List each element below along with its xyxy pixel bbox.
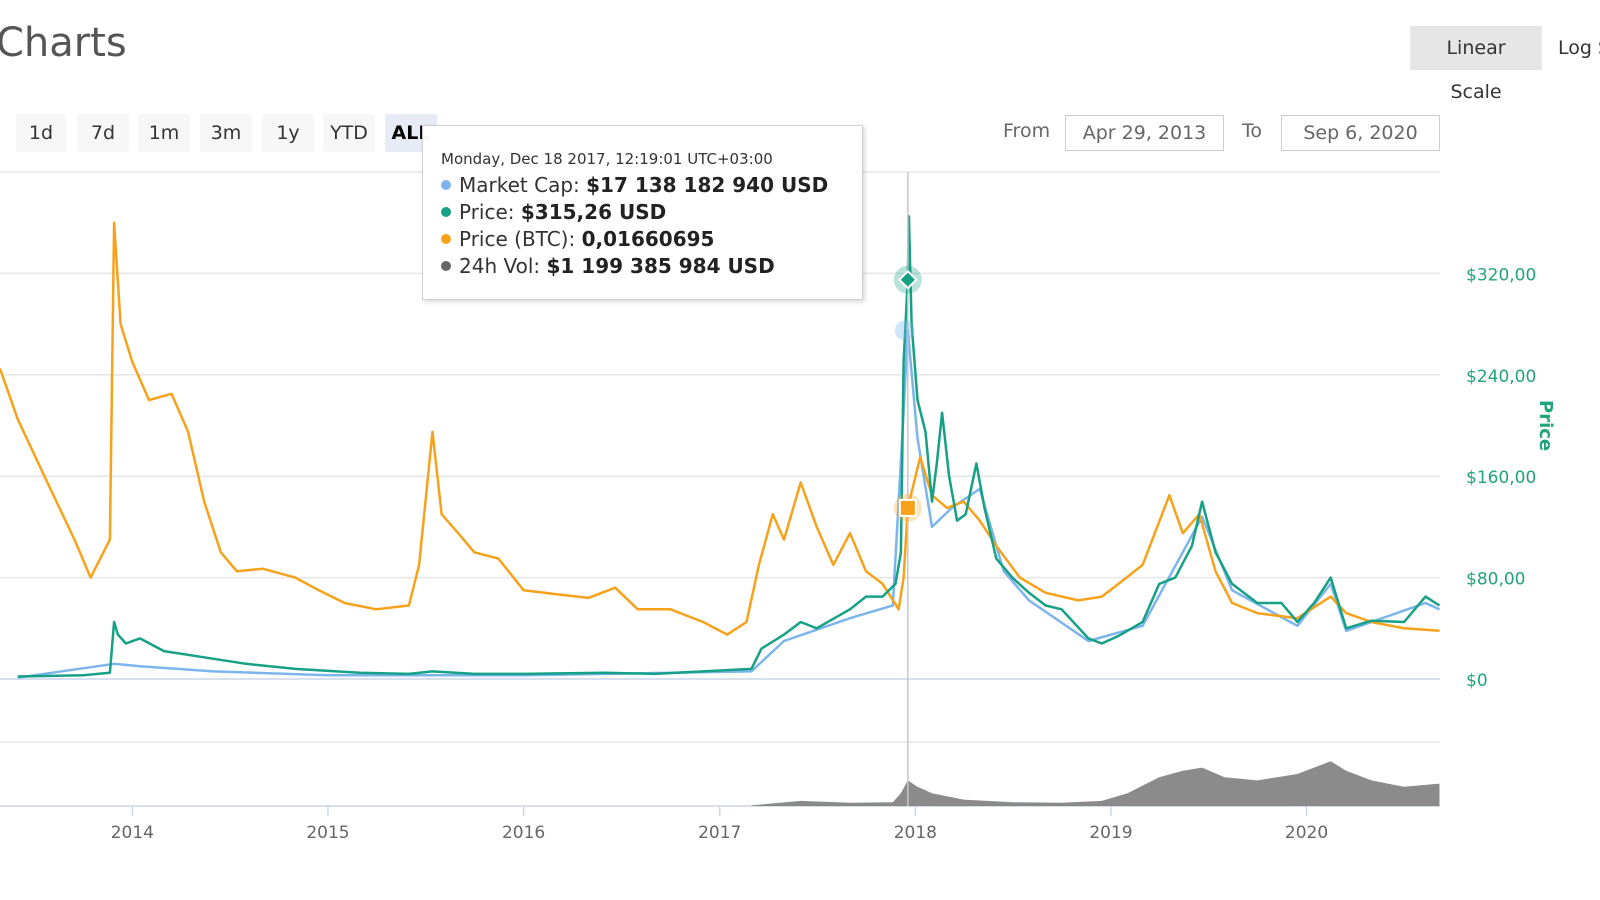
price-series-line — [17, 215, 1441, 678]
page-title: Charts — [0, 20, 127, 66]
y-tick-label: $0 — [1466, 671, 1488, 691]
from-label: From — [1003, 120, 1051, 142]
tooltip-row-price: Price: $315,26 USD — [441, 199, 862, 226]
price-hover-marker — [897, 269, 918, 290]
volume-dot-icon — [441, 260, 451, 271]
x-tick-label: 2014 — [111, 823, 154, 843]
tooltip-label: Market Cap: — [459, 173, 580, 197]
range-1m-button[interactable]: 1m — [138, 114, 190, 152]
log-scale-button[interactable]: Log Scale — [1558, 37, 1600, 59]
tooltip-row-price-btc: Price (BTC): 0,01660695 — [441, 226, 862, 253]
market-cap-dot-icon — [441, 179, 451, 190]
y-tick-label: $160,00 — [1466, 468, 1536, 488]
tooltip-label: Price (BTC): — [459, 227, 576, 251]
y-tick-label: $80,00 — [1466, 570, 1525, 590]
range-ytd-button[interactable]: YTD — [323, 114, 375, 152]
tooltip-label: Price: — [459, 200, 515, 224]
range-all-button[interactable]: ALL — [385, 114, 437, 152]
to-date-input[interactable]: Sep 6, 2020 — [1281, 115, 1440, 151]
price-dot-icon — [441, 206, 451, 217]
range-3m-button[interactable]: 3m — [200, 114, 252, 152]
x-tick-label: 2018 — [894, 823, 937, 843]
volume-series — [751, 761, 1440, 806]
range-1d-button[interactable]: 1d — [16, 114, 66, 152]
x-tick-label: 2016 — [502, 823, 545, 843]
market-cap-hover-marker — [894, 320, 915, 341]
tooltip-value: $17 138 182 940 USD — [586, 173, 829, 197]
market-cap-series-line — [17, 329, 1441, 679]
price-btc-hover-marker — [898, 498, 917, 517]
tooltip-value: $315,26 USD — [520, 200, 667, 224]
range-1y-button[interactable]: 1y — [262, 114, 314, 152]
y-tick-label: $320,00 — [1466, 265, 1536, 285]
range-7d-button[interactable]: 7d — [77, 114, 129, 152]
tooltip-value: 0,01660695 — [581, 227, 715, 251]
from-date-input[interactable]: Apr 29, 2013 — [1065, 115, 1224, 151]
chart-tooltip: Monday, Dec 18 2017, 12:19:01 UTC+03:00 … — [422, 125, 863, 300]
linear-scale-button[interactable]: Linear Scale — [1410, 26, 1542, 103]
tooltip-row-volume: 24h Vol: $1 199 385 984 USD — [441, 253, 862, 280]
price-btc-dot-icon — [441, 233, 451, 244]
tooltip-date: Monday, Dec 18 2017, 12:19:01 UTC+03:00 — [441, 150, 773, 168]
x-tick-label: 2020 — [1285, 823, 1328, 843]
tooltip-value: $1 199 385 984 USD — [546, 254, 775, 278]
price-btc-series-line — [0, 221, 1440, 636]
x-tick-label: 2015 — [306, 823, 349, 843]
y-tick-label: $240,00 — [1466, 367, 1536, 387]
y-axis-title: Price — [1535, 400, 1556, 452]
tooltip-row-market-cap: Market Cap: $17 138 182 940 USD — [441, 172, 862, 199]
tooltip-label: 24h Vol: — [459, 254, 541, 278]
to-label: To — [1242, 120, 1263, 142]
x-tick-label: 2019 — [1089, 823, 1132, 843]
x-tick-label: 2017 — [698, 823, 741, 843]
